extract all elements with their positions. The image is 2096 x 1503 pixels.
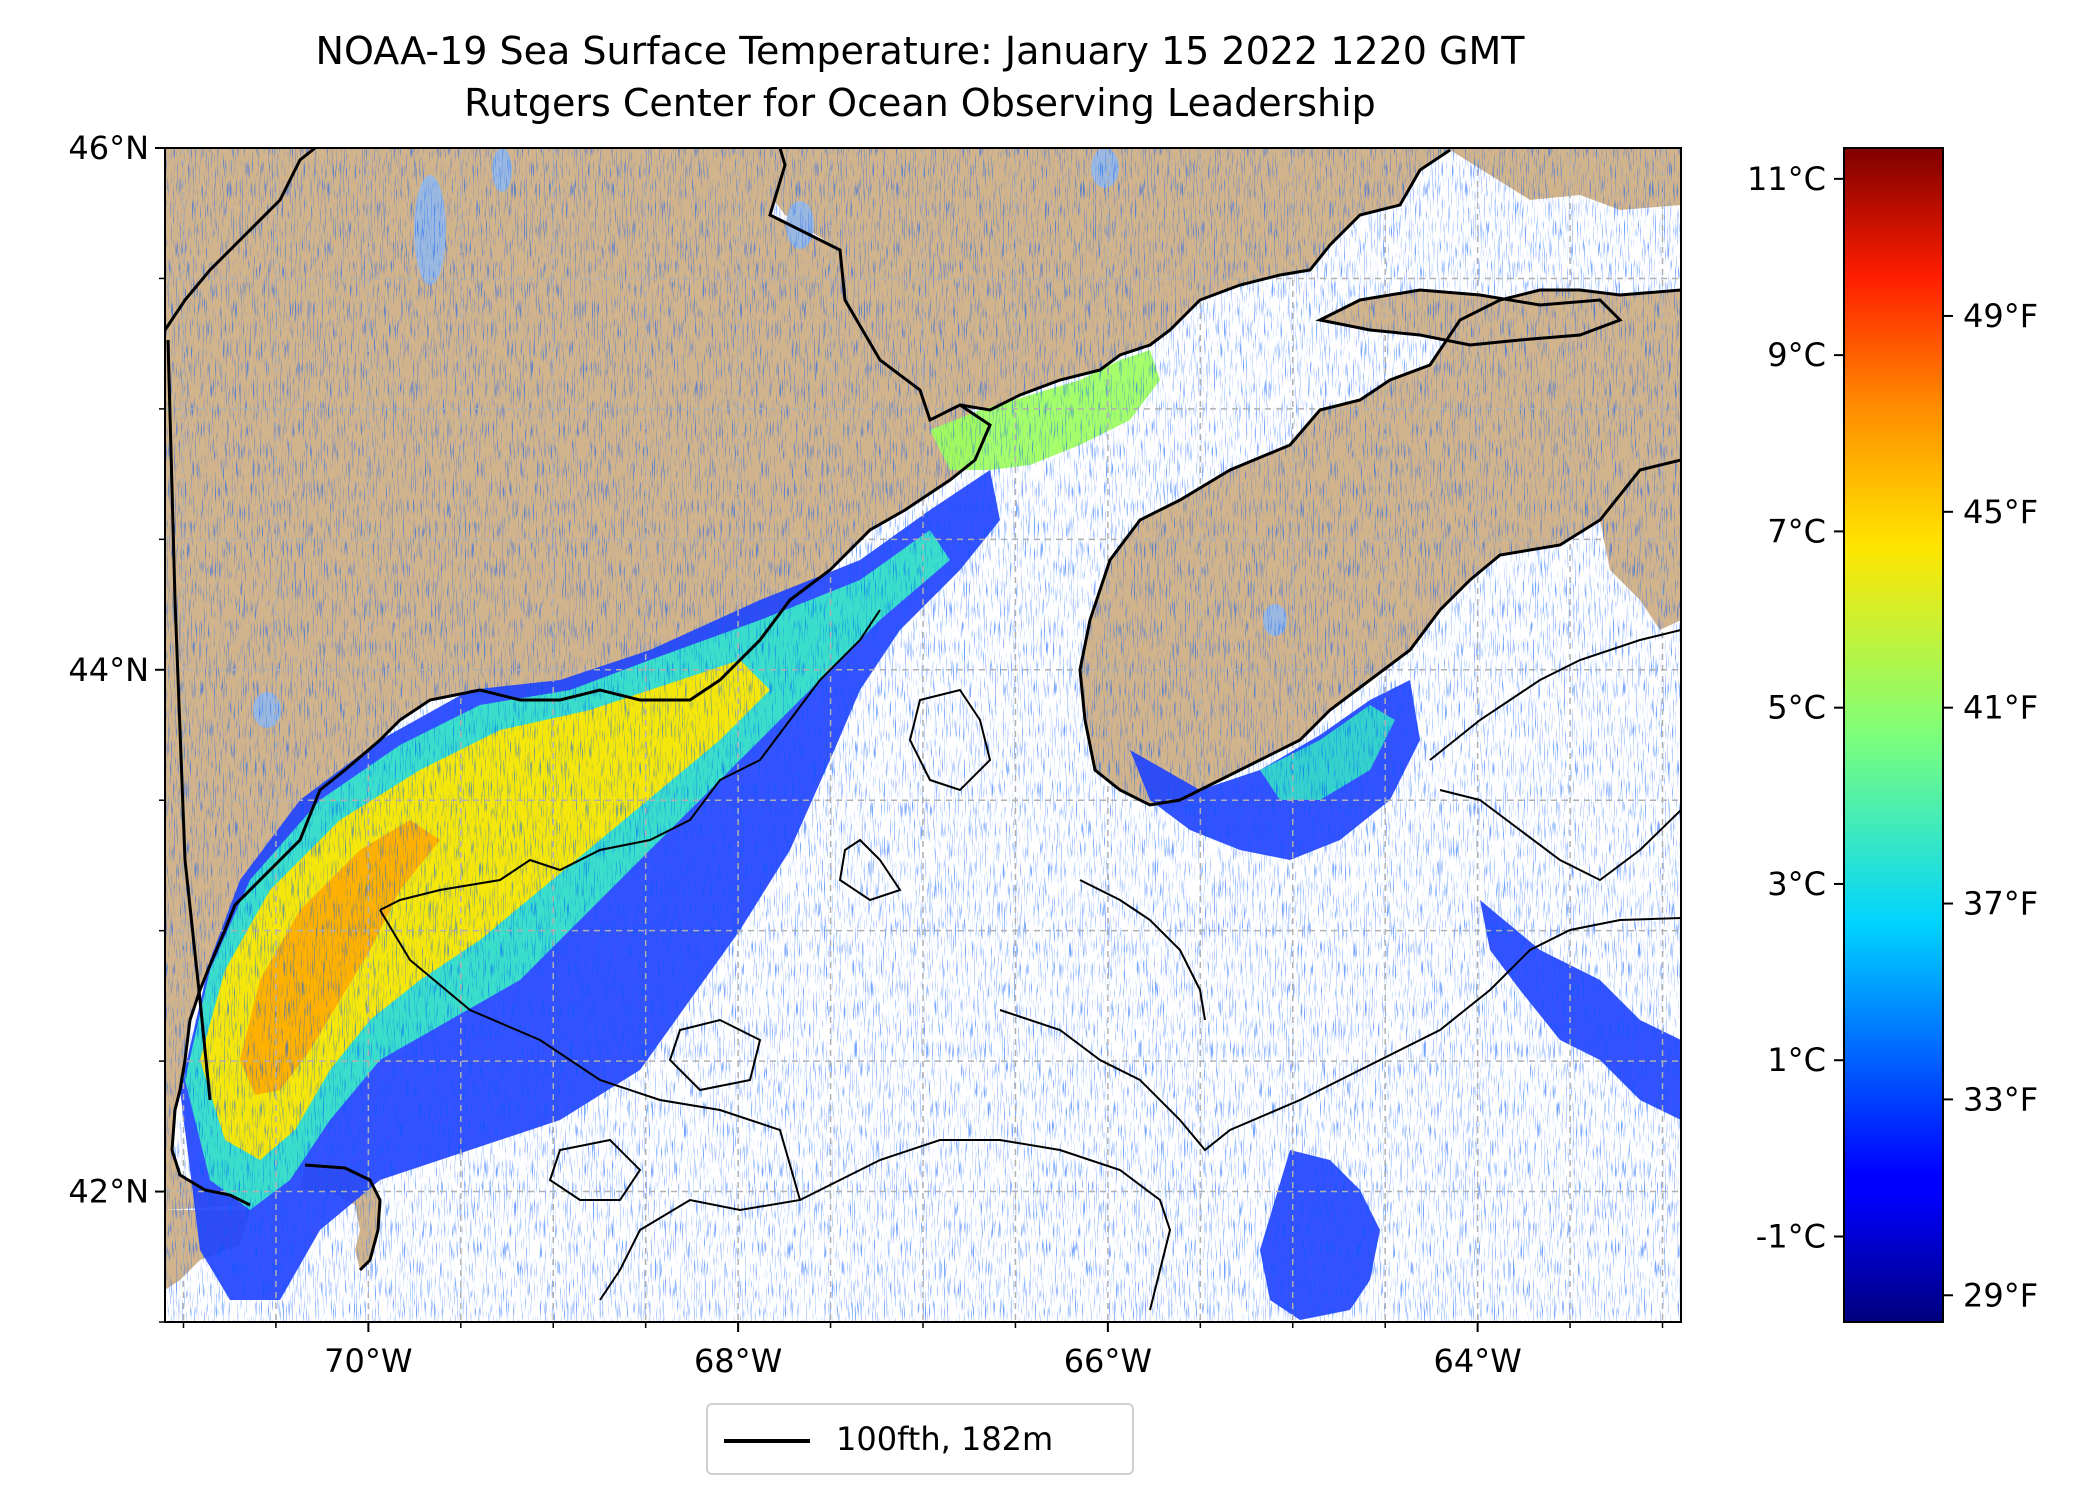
colorbar-ticks: 11°C 9°C 7°C 5°C 3°C 1°C -1°C 49°F 45°F 41°F 37°F 3…: [1747, 160, 2038, 1314]
fahrenheit-tick-label: 41°F: [1963, 689, 2038, 727]
contour-100fth: [379, 609, 1681, 1311]
lon-tick-label: 66°W: [1064, 1342, 1152, 1380]
lon-tick-label: 68°W: [694, 1342, 782, 1380]
celsius-tick-label: 9°C: [1767, 336, 1826, 374]
legend: 100fth, 182m: [706, 1403, 1134, 1475]
lon-tick-label: 70°W: [324, 1342, 412, 1380]
legend-line-swatch: [724, 1439, 810, 1443]
chart-subtitle: Rutgers Center for Ocean Observing Leade…: [464, 81, 1376, 125]
lat-tick-label: 42°N: [68, 1173, 149, 1211]
colorbar: [1843, 147, 1944, 1323]
coastlines: [165, 148, 1681, 1272]
map-area: [165, 148, 1681, 1322]
chart-title: NOAA-19 Sea Surface Temperature: January…: [315, 29, 1525, 73]
lon-tick-label: 64°W: [1433, 1342, 1521, 1380]
fahrenheit-tick-label: 45°F: [1963, 493, 2038, 531]
lat-tick-label: 46°N: [68, 129, 149, 167]
celsius-tick-label: -1°C: [1756, 1218, 1826, 1256]
celsius-tick-label: 3°C: [1767, 865, 1826, 903]
fahrenheit-tick-label: 49°F: [1963, 297, 2038, 335]
celsius-tick-label: 1°C: [1767, 1041, 1826, 1079]
celsius-tick-label: 5°C: [1767, 689, 1826, 727]
legend-label: 100fth, 182m: [836, 1420, 1054, 1458]
gridlines: [165, 148, 1681, 1322]
lat-tick-label: 44°N: [68, 651, 149, 689]
fahrenheit-tick-label: 29°F: [1963, 1276, 2038, 1314]
fahrenheit-tick-label: 33°F: [1963, 1080, 2038, 1118]
celsius-tick-label: 11°C: [1747, 160, 1826, 198]
celsius-tick-label: 7°C: [1767, 512, 1826, 550]
fahrenheit-tick-label: 37°F: [1963, 885, 2038, 923]
map-axis-ticks: 70°W 68°W 66°W 64°W 46°N 44°N 42°N: [68, 129, 1664, 1380]
